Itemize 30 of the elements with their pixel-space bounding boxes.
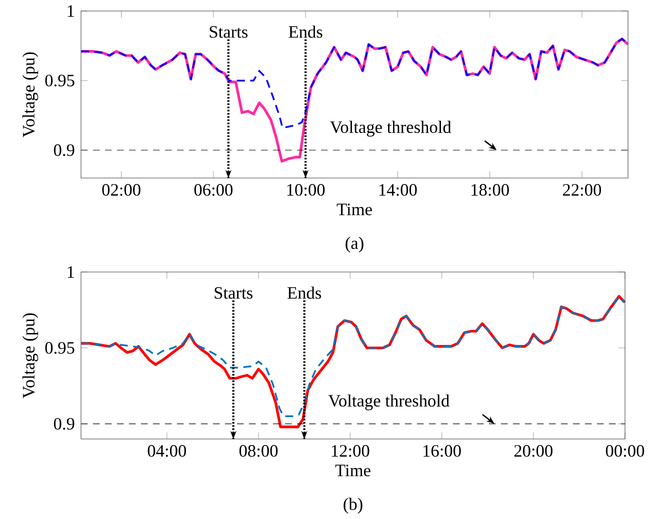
y-tick-label: 1 bbox=[68, 5, 74, 17]
x-tick-label: 22:00 bbox=[562, 184, 602, 196]
y-axis-title: Voltage (pu) bbox=[22, 313, 38, 398]
x-tick-label: 18:00 bbox=[472, 184, 509, 196]
x-axis-title: Time bbox=[336, 204, 372, 216]
x-axis-title: Time bbox=[335, 464, 370, 476]
y-tick-label: 0.95 bbox=[45, 342, 74, 354]
x-tick-label: 02:00 bbox=[102, 184, 140, 196]
x-tick-label: 10:00 bbox=[287, 184, 325, 196]
y-tick-label: 0.95 bbox=[45, 74, 74, 86]
text: (a) bbox=[346, 236, 364, 253]
y-tick-label: 0.9 bbox=[54, 144, 74, 156]
x-tick-label: 16:00 bbox=[424, 445, 461, 457]
ref-line-label: Voltage threshold bbox=[328, 394, 450, 410]
y-tick-label: 0.9 bbox=[54, 418, 74, 430]
x-tick-label: 12:00 bbox=[332, 445, 370, 457]
x-tick-label: 04:00 bbox=[148, 445, 186, 457]
text: (b) bbox=[344, 498, 362, 514]
y-axis-title: Voltage (pu) bbox=[22, 52, 38, 138]
x-tick-label: 00:00 bbox=[606, 445, 644, 457]
ref-line-label: Starts bbox=[214, 287, 252, 299]
x-tick-label: 08:00 bbox=[239, 445, 278, 457]
ref-line-label: Ends bbox=[288, 286, 322, 299]
x-tick-label: 06:00 bbox=[194, 184, 233, 196]
ref-line-label: Ends bbox=[288, 26, 322, 38]
ref-line-label: Starts bbox=[210, 26, 248, 38]
ref-line-label: Voltage threshold bbox=[330, 120, 452, 137]
y-tick-label: 1 bbox=[68, 266, 74, 278]
x-tick-label: 20:00 bbox=[514, 445, 552, 457]
x-tick-label: 14:00 bbox=[379, 184, 417, 196]
